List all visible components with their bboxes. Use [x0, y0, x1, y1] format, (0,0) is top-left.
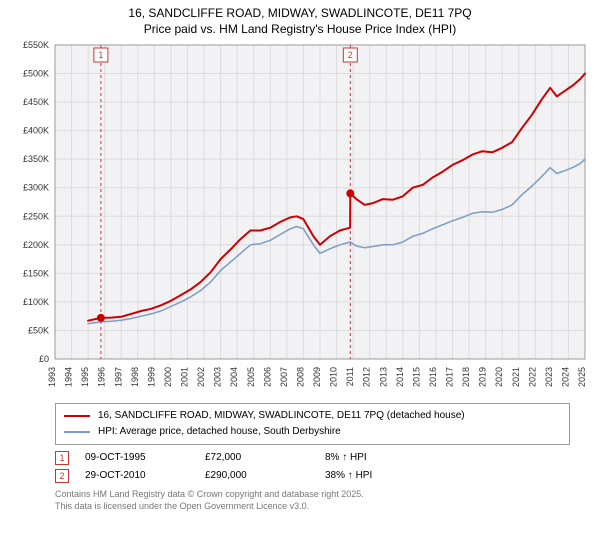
svg-text:2016: 2016 [428, 367, 438, 387]
legend-item: 16, SANDCLIFFE ROAD, MIDWAY, SWADLINCOTE… [64, 408, 561, 424]
svg-text:1995: 1995 [80, 367, 90, 387]
svg-text:2015: 2015 [411, 367, 421, 387]
svg-text:1998: 1998 [130, 367, 140, 387]
svg-text:£0: £0 [39, 354, 49, 364]
svg-text:2008: 2008 [295, 367, 305, 387]
attribution: Contains HM Land Registry data © Crown c… [55, 489, 570, 512]
svg-text:2014: 2014 [395, 367, 405, 387]
svg-text:1: 1 [98, 50, 103, 60]
svg-text:2013: 2013 [378, 367, 388, 387]
sale-price: £290,000 [205, 467, 325, 485]
svg-text:2011: 2011 [345, 367, 355, 386]
svg-text:£200K: £200K [23, 240, 49, 250]
svg-text:2001: 2001 [180, 367, 190, 387]
svg-text:£500K: £500K [23, 69, 49, 79]
svg-text:2022: 2022 [527, 367, 537, 387]
svg-text:2010: 2010 [329, 367, 339, 387]
legend-label: HPI: Average price, detached house, Sout… [98, 424, 341, 440]
svg-text:£100K: £100K [23, 297, 49, 307]
svg-text:£250K: £250K [23, 211, 49, 221]
sale-marker-row: 1 09-OCT-1995 £72,000 8% ↑ HPI [55, 449, 570, 467]
attribution-line: This data is licensed under the Open Gov… [55, 501, 570, 513]
svg-text:2002: 2002 [196, 367, 206, 387]
svg-text:£50K: £50K [28, 326, 49, 336]
svg-text:2005: 2005 [246, 367, 256, 387]
price-chart: £0 £50K £100K £150K £200K £250K £300K £350K £400… [0, 39, 600, 399]
svg-text:2006: 2006 [262, 367, 272, 387]
svg-text:1993: 1993 [47, 367, 57, 387]
title-line-2: Price paid vs. HM Land Registry's House … [10, 22, 590, 38]
svg-text:2018: 2018 [461, 367, 471, 387]
attribution-line: Contains HM Land Registry data © Crown c… [55, 489, 570, 501]
svg-text:1994: 1994 [64, 367, 74, 387]
chart-container: 16, SANDCLIFFE ROAD, MIDWAY, SWADLINCOTE… [0, 0, 600, 560]
svg-text:2004: 2004 [229, 367, 239, 387]
sale-badge: 2 [55, 469, 69, 483]
sale-badge: 1 [55, 451, 69, 465]
svg-text:£350K: £350K [23, 154, 49, 164]
svg-text:2019: 2019 [478, 367, 488, 387]
svg-text:2017: 2017 [445, 367, 455, 387]
legend: 16, SANDCLIFFE ROAD, MIDWAY, SWADLINCOTE… [55, 403, 570, 445]
svg-text:2024: 2024 [560, 367, 570, 387]
svg-text:£300K: £300K [23, 183, 49, 193]
svg-text:2007: 2007 [279, 367, 289, 387]
svg-text:£550K: £550K [23, 40, 49, 50]
svg-text:2000: 2000 [163, 367, 173, 387]
sale-markers: 1 09-OCT-1995 £72,000 8% ↑ HPI 2 29-OCT-… [55, 449, 570, 485]
svg-text:2023: 2023 [544, 367, 554, 387]
legend-label: 16, SANDCLIFFE ROAD, MIDWAY, SWADLINCOTE… [98, 408, 465, 424]
sale-marker-row: 2 29-OCT-2010 £290,000 38% ↑ HPI [55, 467, 570, 485]
sale-date: 09-OCT-1995 [85, 449, 205, 467]
chart-title: 16, SANDCLIFFE ROAD, MIDWAY, SWADLINCOTE… [0, 0, 600, 39]
svg-text:£400K: £400K [23, 126, 49, 136]
svg-text:2: 2 [348, 50, 353, 60]
sale-price: £72,000 [205, 449, 325, 467]
svg-text:2003: 2003 [213, 367, 223, 387]
svg-text:2025: 2025 [577, 367, 587, 387]
svg-text:2020: 2020 [494, 367, 504, 387]
svg-text:2012: 2012 [362, 367, 372, 387]
sale-delta: 8% ↑ HPI [325, 449, 435, 467]
svg-text:1999: 1999 [146, 367, 156, 387]
legend-swatch [64, 415, 90, 417]
svg-text:1997: 1997 [113, 367, 123, 387]
svg-text:£150K: £150K [23, 269, 49, 279]
sale-delta: 38% ↑ HPI [325, 467, 435, 485]
title-line-1: 16, SANDCLIFFE ROAD, MIDWAY, SWADLINCOTE… [10, 6, 590, 22]
svg-text:2021: 2021 [511, 367, 521, 387]
sale-date: 29-OCT-2010 [85, 467, 205, 485]
legend-swatch [64, 431, 90, 433]
legend-item: HPI: Average price, detached house, Sout… [64, 424, 561, 440]
svg-text:£450K: £450K [23, 97, 49, 107]
svg-text:1996: 1996 [97, 367, 107, 387]
svg-text:2009: 2009 [312, 367, 322, 387]
